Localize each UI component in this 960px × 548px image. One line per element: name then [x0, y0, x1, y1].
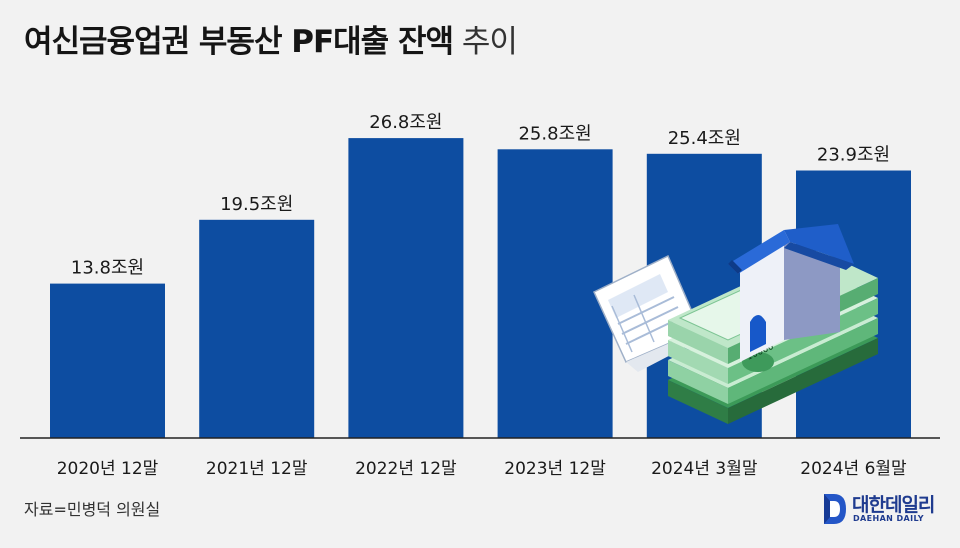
bar [199, 219, 315, 438]
data-label: 26.8조원 [369, 112, 442, 133]
category-label: 2023년 12말 [504, 459, 606, 479]
logo-name: 대한데일리 [852, 494, 935, 516]
title-suffix: 추이 [461, 24, 518, 60]
brand-logo: 대한데일리 DAEHAN DAILY [822, 490, 942, 530]
daehan-logo-icon [824, 494, 846, 524]
category-label: 2024년 6월말 [800, 459, 907, 479]
source-note: 자료=민병덕 의원실 [24, 500, 161, 519]
bar [497, 149, 613, 439]
bar [50, 283, 165, 438]
category-label: 2022년 12말 [355, 459, 457, 479]
data-label: 25.8조원 [518, 123, 591, 144]
house-icon [728, 224, 854, 362]
data-label: 25.4조원 [668, 128, 741, 149]
bar [348, 138, 464, 438]
data-label: 13.8조원 [71, 258, 144, 279]
logo-subtitle: DAEHAN DAILY [853, 514, 924, 523]
title-main: 여신금융업권 부동산 PF대출 잔액 [24, 24, 454, 60]
category-label: 2024년 3월말 [651, 459, 758, 479]
category-label: 2021년 12말 [206, 459, 308, 479]
house-on-money-stack-icon: 10000 [593, 224, 878, 424]
data-label: 19.5조원 [220, 194, 293, 215]
category-label: 2020년 12말 [57, 459, 159, 479]
data-label: 23.9조원 [817, 145, 890, 166]
page-title: 여신금융업권 부동산 PF대출 잔액 추이 [24, 16, 518, 61]
